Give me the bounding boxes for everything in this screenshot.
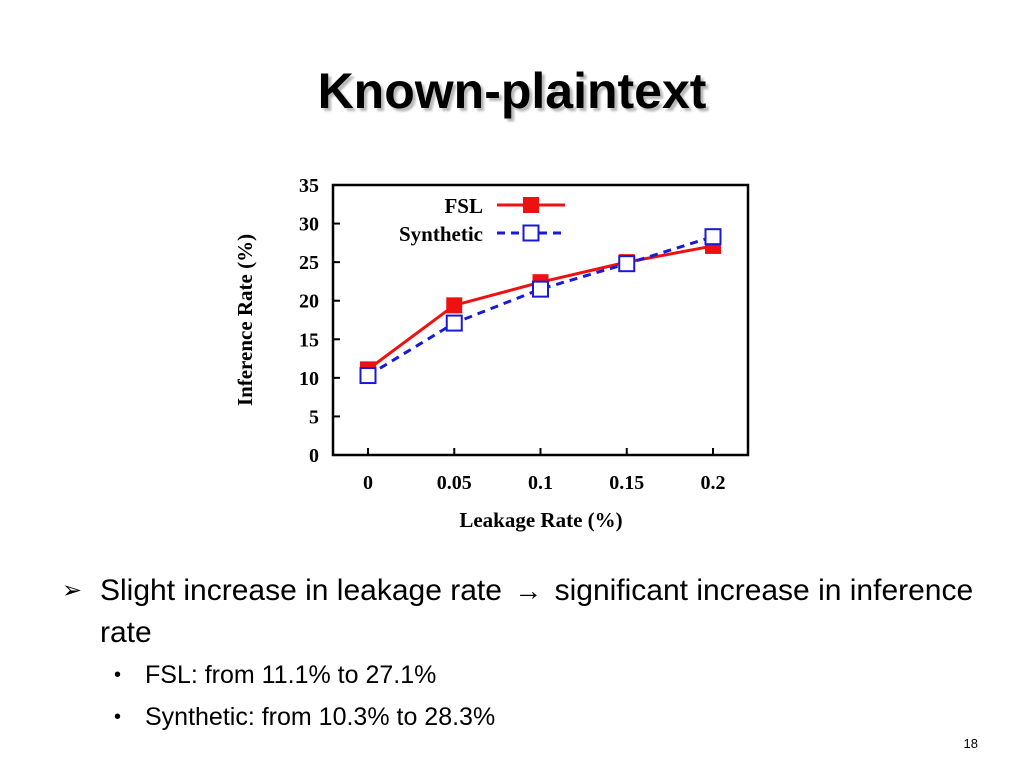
main-bullet: ➢ Slight increase in leakage rate → sign… — [60, 570, 980, 654]
sub-bullet-synthetic: • Synthetic: from 10.3% to 28.3% — [60, 696, 980, 738]
y-tick-label: 30 — [299, 214, 319, 236]
bullet-list: ➢ Slight increase in leakage rate → sign… — [60, 570, 980, 738]
y-tick-label: 10 — [299, 368, 319, 390]
x-axis-ticks: 0 0.05 0.1 0.15 0.2 — [363, 448, 726, 494]
x-tick-label: 0.15 — [609, 472, 644, 494]
sub-bullet-text: FSL: from 11.1% to 27.1% — [145, 661, 437, 689]
arrowhead-bullet-icon: ➢ — [62, 577, 83, 604]
x-tick-label: 0 — [363, 472, 373, 494]
x-tick-label: 0.2 — [701, 472, 726, 494]
x-tick-label: 0.1 — [528, 472, 553, 494]
data-point-synthetic — [704, 228, 722, 246]
plot-frame — [331, 183, 750, 457]
y-tick-label: 35 — [299, 175, 319, 197]
y-tick-label: 20 — [299, 291, 319, 313]
legend-marker-synthetic — [522, 224, 540, 242]
page-number: 18 — [963, 736, 978, 751]
sub-bullet-text: Synthetic: from 10.3% to 28.3% — [145, 703, 496, 731]
legend: FSL Synthetic — [399, 194, 565, 246]
line-chart: 0 5 10 15 20 25 30 35 0 0.05 0.1 0.15 0.2 FSL Synthe… — [233, 175, 750, 532]
right-arrow-icon: → — [514, 575, 543, 606]
x-tick-label: 0.05 — [437, 472, 472, 494]
series-line-fsl — [367, 244, 714, 371]
slide-title: Known-plaintext — [317, 63, 707, 119]
y-tick-label: 5 — [309, 406, 319, 428]
legend-label: Synthetic — [399, 222, 483, 246]
y-axis-label: Inference Rate (%) — [233, 234, 257, 406]
data-point-synthetic — [445, 314, 463, 332]
data-point-synthetic — [618, 255, 636, 273]
main-bullet-text-end: significant increase in inference rate — [100, 574, 974, 649]
sub-bullet-fsl: • FSL: from 11.1% to 27.1% — [60, 654, 980, 696]
bullet-dot-icon: • — [114, 706, 122, 728]
data-point-synthetic — [532, 280, 549, 298]
series-layer — [359, 228, 722, 385]
y-tick-label: 15 — [299, 329, 319, 351]
main-bullet-text-start: Slight increase in leakage rate — [100, 574, 502, 607]
data-point-fsl — [446, 297, 463, 314]
y-tick-label: 0 — [309, 445, 319, 467]
legend-marker-fsl — [523, 197, 539, 213]
data-point-synthetic — [359, 367, 377, 385]
bullet-dot-icon: • — [114, 664, 122, 686]
x-axis-label: Leakage Rate (%) — [459, 508, 622, 532]
series-line-synthetic — [367, 235, 714, 377]
legend-label: FSL — [444, 194, 483, 218]
y-tick-label: 25 — [299, 252, 319, 274]
y-axis-ticks: 0 5 10 15 20 25 30 35 — [299, 175, 340, 467]
